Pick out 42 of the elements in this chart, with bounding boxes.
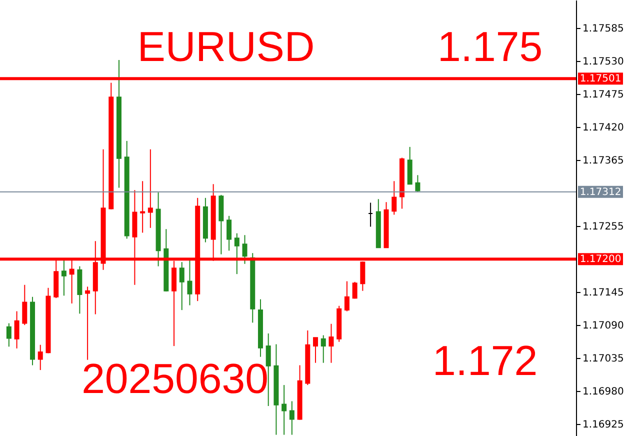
candlestick [392,180,397,216]
candlestick [344,280,350,312]
candlestick [38,344,43,371]
y-tick-label: 1.17090 [582,320,624,332]
candlestick [320,334,326,364]
candlestick [148,148,153,228]
annotation: 20250630 [82,355,268,402]
candlestick [22,284,28,326]
candlestick [6,322,12,348]
y-tick-label: 1.17365 [582,156,624,167]
candlestick [407,146,412,185]
candlestick [352,281,358,300]
y-tick-label: 1.17530 [582,56,624,68]
candlestick [328,323,334,364]
candlestick [226,215,232,252]
y-tick-label: 1.17035 [582,354,624,365]
text: EURUSD [137,23,315,70]
candlestick [140,180,146,234]
y-tick-label: 1.17475 [582,90,624,101]
candlestick [282,384,287,436]
y-tick-label: 1.17145 [582,288,624,299]
y-tick-label: 1.17255 [582,222,624,233]
candlestick [289,400,294,436]
ref-line-label: 1.17200 [580,254,622,266]
ref-line-label: 1.17501 [580,74,622,85]
y-tick-label: 1.17585 [582,24,624,35]
candlestick [266,332,271,407]
y-tick-label: 1.16925 [582,420,624,431]
y-tick-label: 1.16980 [582,386,624,398]
candlestick [85,286,90,360]
y-tick-label: 1.17420 [582,122,624,134]
ref-line-label: 1.17312 [580,186,622,198]
annotation: 1.172 [432,337,538,384]
candlestick [179,262,184,311]
candlestick [234,232,240,275]
candlestick [415,174,420,192]
candlestick [242,234,248,264]
candlestick [61,258,66,296]
candlestick [14,310,20,349]
candlestick [187,260,192,306]
candlestick [313,337,318,364]
annotation: 1.175 [437,23,543,70]
